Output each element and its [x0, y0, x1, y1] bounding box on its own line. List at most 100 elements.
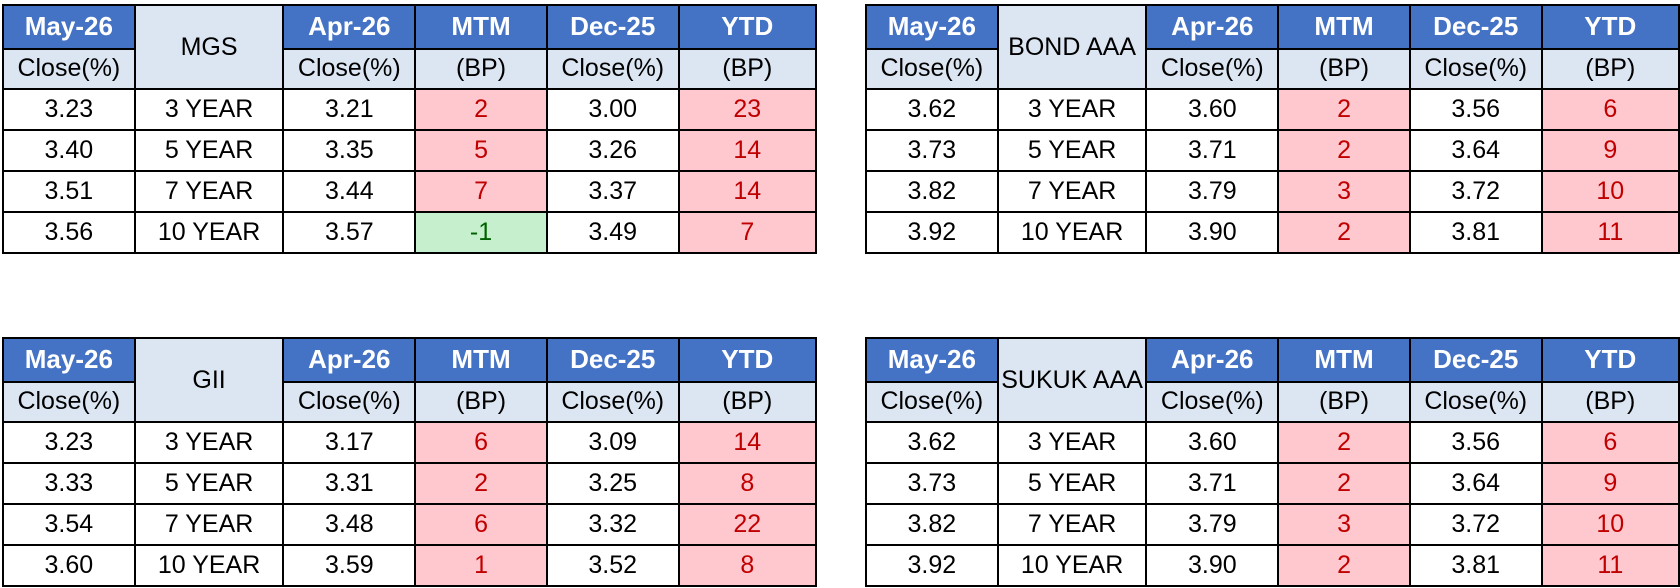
header-mtm: MTM: [414, 337, 548, 383]
header-row-dates: May-26 SUKUK AAA Apr-26 MTM Dec-25 YTD: [865, 336, 1680, 424]
dec-25-close: 3.56: [1408, 88, 1543, 132]
header-unit-c3: Close(%): [1145, 47, 1280, 91]
apr-26-close: 3.79: [1145, 503, 1280, 547]
ytd-change: 10: [1540, 170, 1680, 214]
ytd-change: 10: [1540, 503, 1680, 547]
may-26-close: 3.56: [2, 211, 136, 254]
table-row: 3.40 5 YEAR 3.35 5 3.26 14: [2, 129, 818, 173]
header-apr-26: Apr-26: [1145, 4, 1280, 50]
header-ytd: YTD: [1540, 4, 1680, 50]
header-unit-c1: Close(%): [865, 380, 999, 424]
dec-25-close: 3.09: [545, 421, 680, 465]
header-apr-26: Apr-26: [1145, 337, 1280, 383]
apr-26-close: 3.48: [282, 503, 417, 547]
header-unit-c5: Close(%): [545, 380, 680, 424]
mtm-change: -1: [414, 211, 548, 254]
header-row-dates: May-26 MGS Apr-26 MTM Dec-25 YTD: [2, 3, 818, 91]
table-row: 3.62 3 YEAR 3.60 2 3.56 6: [865, 88, 1680, 132]
dec-25-close: 3.81: [1408, 544, 1543, 587]
header-unit-c1: Close(%): [865, 47, 999, 91]
table-row: 3.92 10 YEAR 3.90 2 3.81 11: [865, 544, 1680, 587]
mtm-change: 2: [1277, 129, 1411, 173]
header-dec-25: Dec-25: [1408, 337, 1543, 383]
header-may-26: May-26: [865, 4, 999, 50]
may-26-close: 3.82: [865, 503, 999, 547]
may-26-close: 3.92: [865, 211, 999, 254]
table-row: 3.82 7 YEAR 3.79 3 3.72 10: [865, 503, 1680, 547]
header-unit-c4: (BP): [414, 380, 548, 424]
ytd-change: 14: [677, 421, 818, 465]
dec-25-close: 3.25: [545, 462, 680, 506]
mtm-change: 2: [414, 462, 548, 506]
table-row: 3.73 5 YEAR 3.71 2 3.64 9: [865, 129, 1680, 173]
mtm-change: 2: [1277, 462, 1411, 506]
apr-26-close: 3.79: [1145, 170, 1280, 214]
may-26-close: 3.62: [865, 88, 999, 132]
ytd-change: 14: [677, 170, 818, 214]
table-row: 3.51 7 YEAR 3.44 7 3.37 14: [2, 170, 818, 214]
may-26-close: 3.82: [865, 170, 999, 214]
dec-25-close: 3.81: [1408, 211, 1543, 254]
header-unit-c3: Close(%): [282, 47, 417, 91]
header-dec-25: Dec-25: [545, 4, 680, 50]
may-26-close: 3.23: [2, 421, 136, 465]
header-unit-c6: (BP): [1540, 380, 1680, 424]
header-unit-c6: (BP): [1540, 47, 1680, 91]
ytd-change: 6: [1540, 88, 1680, 132]
header-row-units: Close(%) Close(%) (BP) Close(%) (BP): [2, 47, 818, 91]
mtm-change: 3: [1277, 170, 1411, 214]
tenor-label: 5 YEAR: [133, 462, 285, 506]
tenor-label: 10 YEAR: [996, 544, 1148, 587]
ytd-change: 23: [677, 88, 818, 132]
header-mtm: MTM: [1277, 337, 1411, 383]
dec-25-close: 3.32: [545, 503, 680, 547]
dec-25-close: 3.00: [545, 88, 680, 132]
ytd-change: 9: [1540, 129, 1680, 173]
mtm-change: 2: [1277, 421, 1411, 465]
apr-26-close: 3.31: [282, 462, 417, 506]
header-unit-c1: Close(%): [2, 380, 136, 424]
may-26-close: 3.51: [2, 170, 136, 214]
header-unit-c6: (BP): [677, 47, 818, 91]
tenor-label: 5 YEAR: [996, 462, 1148, 506]
header-unit-c4: (BP): [1277, 380, 1411, 424]
apr-26-close: 3.90: [1145, 544, 1280, 587]
table-title: SUKUK AAA: [996, 336, 1148, 424]
apr-26-close: 3.21: [282, 88, 417, 132]
dec-25-close: 3.64: [1408, 462, 1543, 506]
tenor-label: 10 YEAR: [133, 544, 285, 587]
table-row: 3.73 5 YEAR 3.71 2 3.64 9: [865, 462, 1680, 506]
header-unit-c1: Close(%): [2, 47, 136, 91]
header-may-26: May-26: [865, 337, 999, 383]
tenor-label: 7 YEAR: [996, 503, 1148, 547]
header-unit-c4: (BP): [1277, 47, 1411, 91]
table-row: 3.56 10 YEAR 3.57 -1 3.49 7: [2, 211, 818, 254]
tenor-label: 3 YEAR: [996, 88, 1148, 132]
mtm-change: 1: [414, 544, 548, 587]
dec-25-close: 3.37: [545, 170, 680, 214]
table-title: MGS: [133, 3, 285, 91]
ytd-change: 6: [1540, 421, 1680, 465]
table-row: 3.54 7 YEAR 3.48 6 3.32 22: [2, 503, 818, 547]
table-row: 3.23 3 YEAR 3.17 6 3.09 14: [2, 421, 818, 465]
tenor-label: 5 YEAR: [133, 129, 285, 173]
mtm-change: 2: [1277, 544, 1411, 587]
ytd-change: 7: [677, 211, 818, 254]
header-row-dates: May-26 GII Apr-26 MTM Dec-25 YTD: [2, 336, 818, 424]
apr-26-close: 3.57: [282, 211, 417, 254]
header-row-dates: May-26 BOND AAA Apr-26 MTM Dec-25 YTD: [865, 3, 1680, 91]
tenor-label: 10 YEAR: [133, 211, 285, 254]
apr-26-close: 3.59: [282, 544, 417, 587]
header-ytd: YTD: [1540, 337, 1680, 383]
dec-25-close: 3.72: [1408, 503, 1543, 547]
header-unit-c5: Close(%): [1408, 47, 1543, 91]
may-26-close: 3.54: [2, 503, 136, 547]
dec-25-close: 3.26: [545, 129, 680, 173]
sukuk-aaa-yield-table: May-26 SUKUK AAA Apr-26 MTM Dec-25 YTD Close(%…: [865, 336, 1680, 587]
header-unit-c3: Close(%): [282, 380, 417, 424]
dec-25-close: 3.52: [545, 544, 680, 587]
mtm-change: 2: [1277, 88, 1411, 132]
mtm-change: 5: [414, 129, 548, 173]
header-unit-c5: Close(%): [545, 47, 680, 91]
tenor-label: 5 YEAR: [996, 129, 1148, 173]
